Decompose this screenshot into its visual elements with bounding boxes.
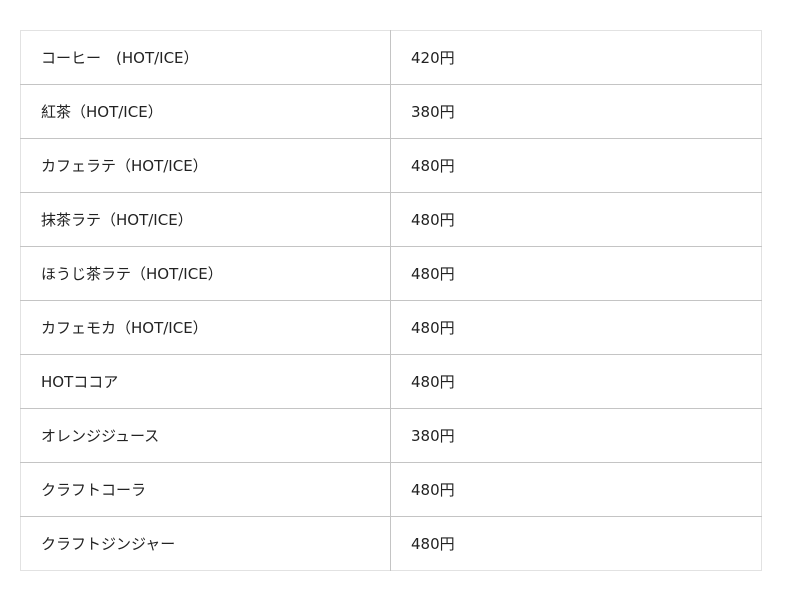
- item-name: ほうじ茶ラテ（HOT/ICE）: [20, 246, 391, 301]
- menu-price-table: コーヒー (HOT/ICE） 420円 紅茶（HOT/ICE） 380円 カフェラテ（H…: [20, 30, 762, 571]
- item-price: 480円: [390, 246, 762, 301]
- item-name: カフェラテ（HOT/ICE）: [20, 138, 391, 193]
- item-name: HOTココア: [20, 354, 391, 409]
- item-name: オレンジジュース: [20, 408, 391, 463]
- item-price: 480円: [390, 300, 762, 355]
- table-row: ほうじ茶ラテ（HOT/ICE） 480円: [20, 246, 762, 301]
- item-price: 380円: [390, 84, 762, 139]
- item-price: 480円: [390, 462, 762, 517]
- item-price: 480円: [390, 354, 762, 409]
- item-price: 380円: [390, 408, 762, 463]
- item-name: カフェモカ（HOT/ICE）: [20, 300, 391, 355]
- item-name: クラフトコーラ: [20, 462, 391, 517]
- table-row: カフェラテ（HOT/ICE） 480円: [20, 138, 762, 193]
- table-row: クラフトコーラ 480円: [20, 462, 762, 517]
- item-name: 抹茶ラテ（HOT/ICE）: [20, 192, 391, 247]
- table-row: 抹茶ラテ（HOT/ICE） 480円: [20, 192, 762, 247]
- item-name: コーヒー (HOT/ICE）: [20, 30, 391, 85]
- table-row: クラフトジンジャー 480円: [20, 516, 762, 571]
- item-price: 480円: [390, 138, 762, 193]
- item-name: クラフトジンジャー: [20, 516, 391, 571]
- item-name: 紅茶（HOT/ICE）: [20, 84, 391, 139]
- item-price: 420円: [390, 30, 762, 85]
- table-row: 紅茶（HOT/ICE） 380円: [20, 84, 762, 139]
- table-row: オレンジジュース 380円: [20, 408, 762, 463]
- item-price: 480円: [390, 192, 762, 247]
- item-price: 480円: [390, 516, 762, 571]
- table-row: HOTココア 480円: [20, 354, 762, 409]
- table-row: カフェモカ（HOT/ICE） 480円: [20, 300, 762, 355]
- table-row: コーヒー (HOT/ICE） 420円: [20, 30, 762, 85]
